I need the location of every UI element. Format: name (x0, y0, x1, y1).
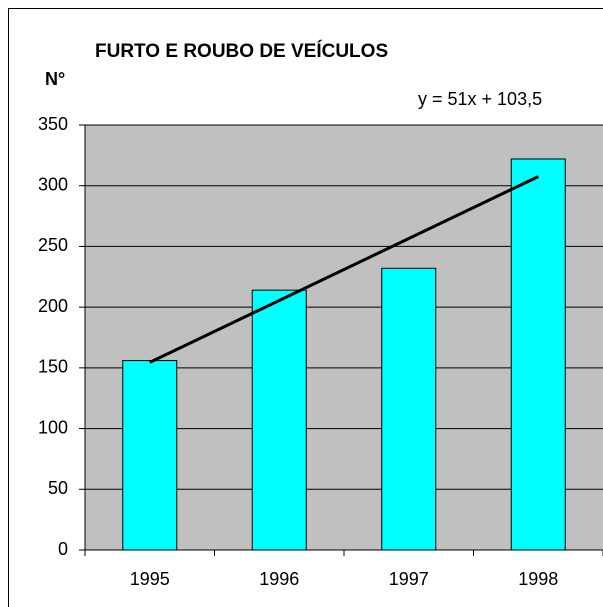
trendline (149, 175, 539, 364)
bar (510, 158, 566, 551)
y-tick-label: 0 (58, 539, 68, 559)
y-tick-label: 50 (48, 478, 68, 498)
x-tick-label: 1997 (389, 569, 429, 589)
chart-title: FURTO E ROUBO DE VEÍCULOS (95, 40, 388, 62)
y-tick-label: 350 (38, 114, 68, 134)
bar (381, 267, 437, 551)
bar (251, 289, 307, 551)
trendline-label: y = 51x + 103,5 (418, 89, 542, 109)
y-tick-label: 200 (38, 296, 68, 316)
x-tick-label: 1995 (130, 569, 170, 589)
x-tick-label: 1998 (518, 569, 558, 589)
y-tick-label: 250 (38, 235, 68, 255)
bar (122, 360, 178, 551)
y-tick-label: 100 (38, 417, 68, 437)
y-tick-label: 300 (38, 174, 68, 194)
y-tick-label: 150 (38, 357, 68, 377)
y-axis-label: N° (45, 69, 65, 89)
x-tick-label: 1996 (259, 569, 299, 589)
